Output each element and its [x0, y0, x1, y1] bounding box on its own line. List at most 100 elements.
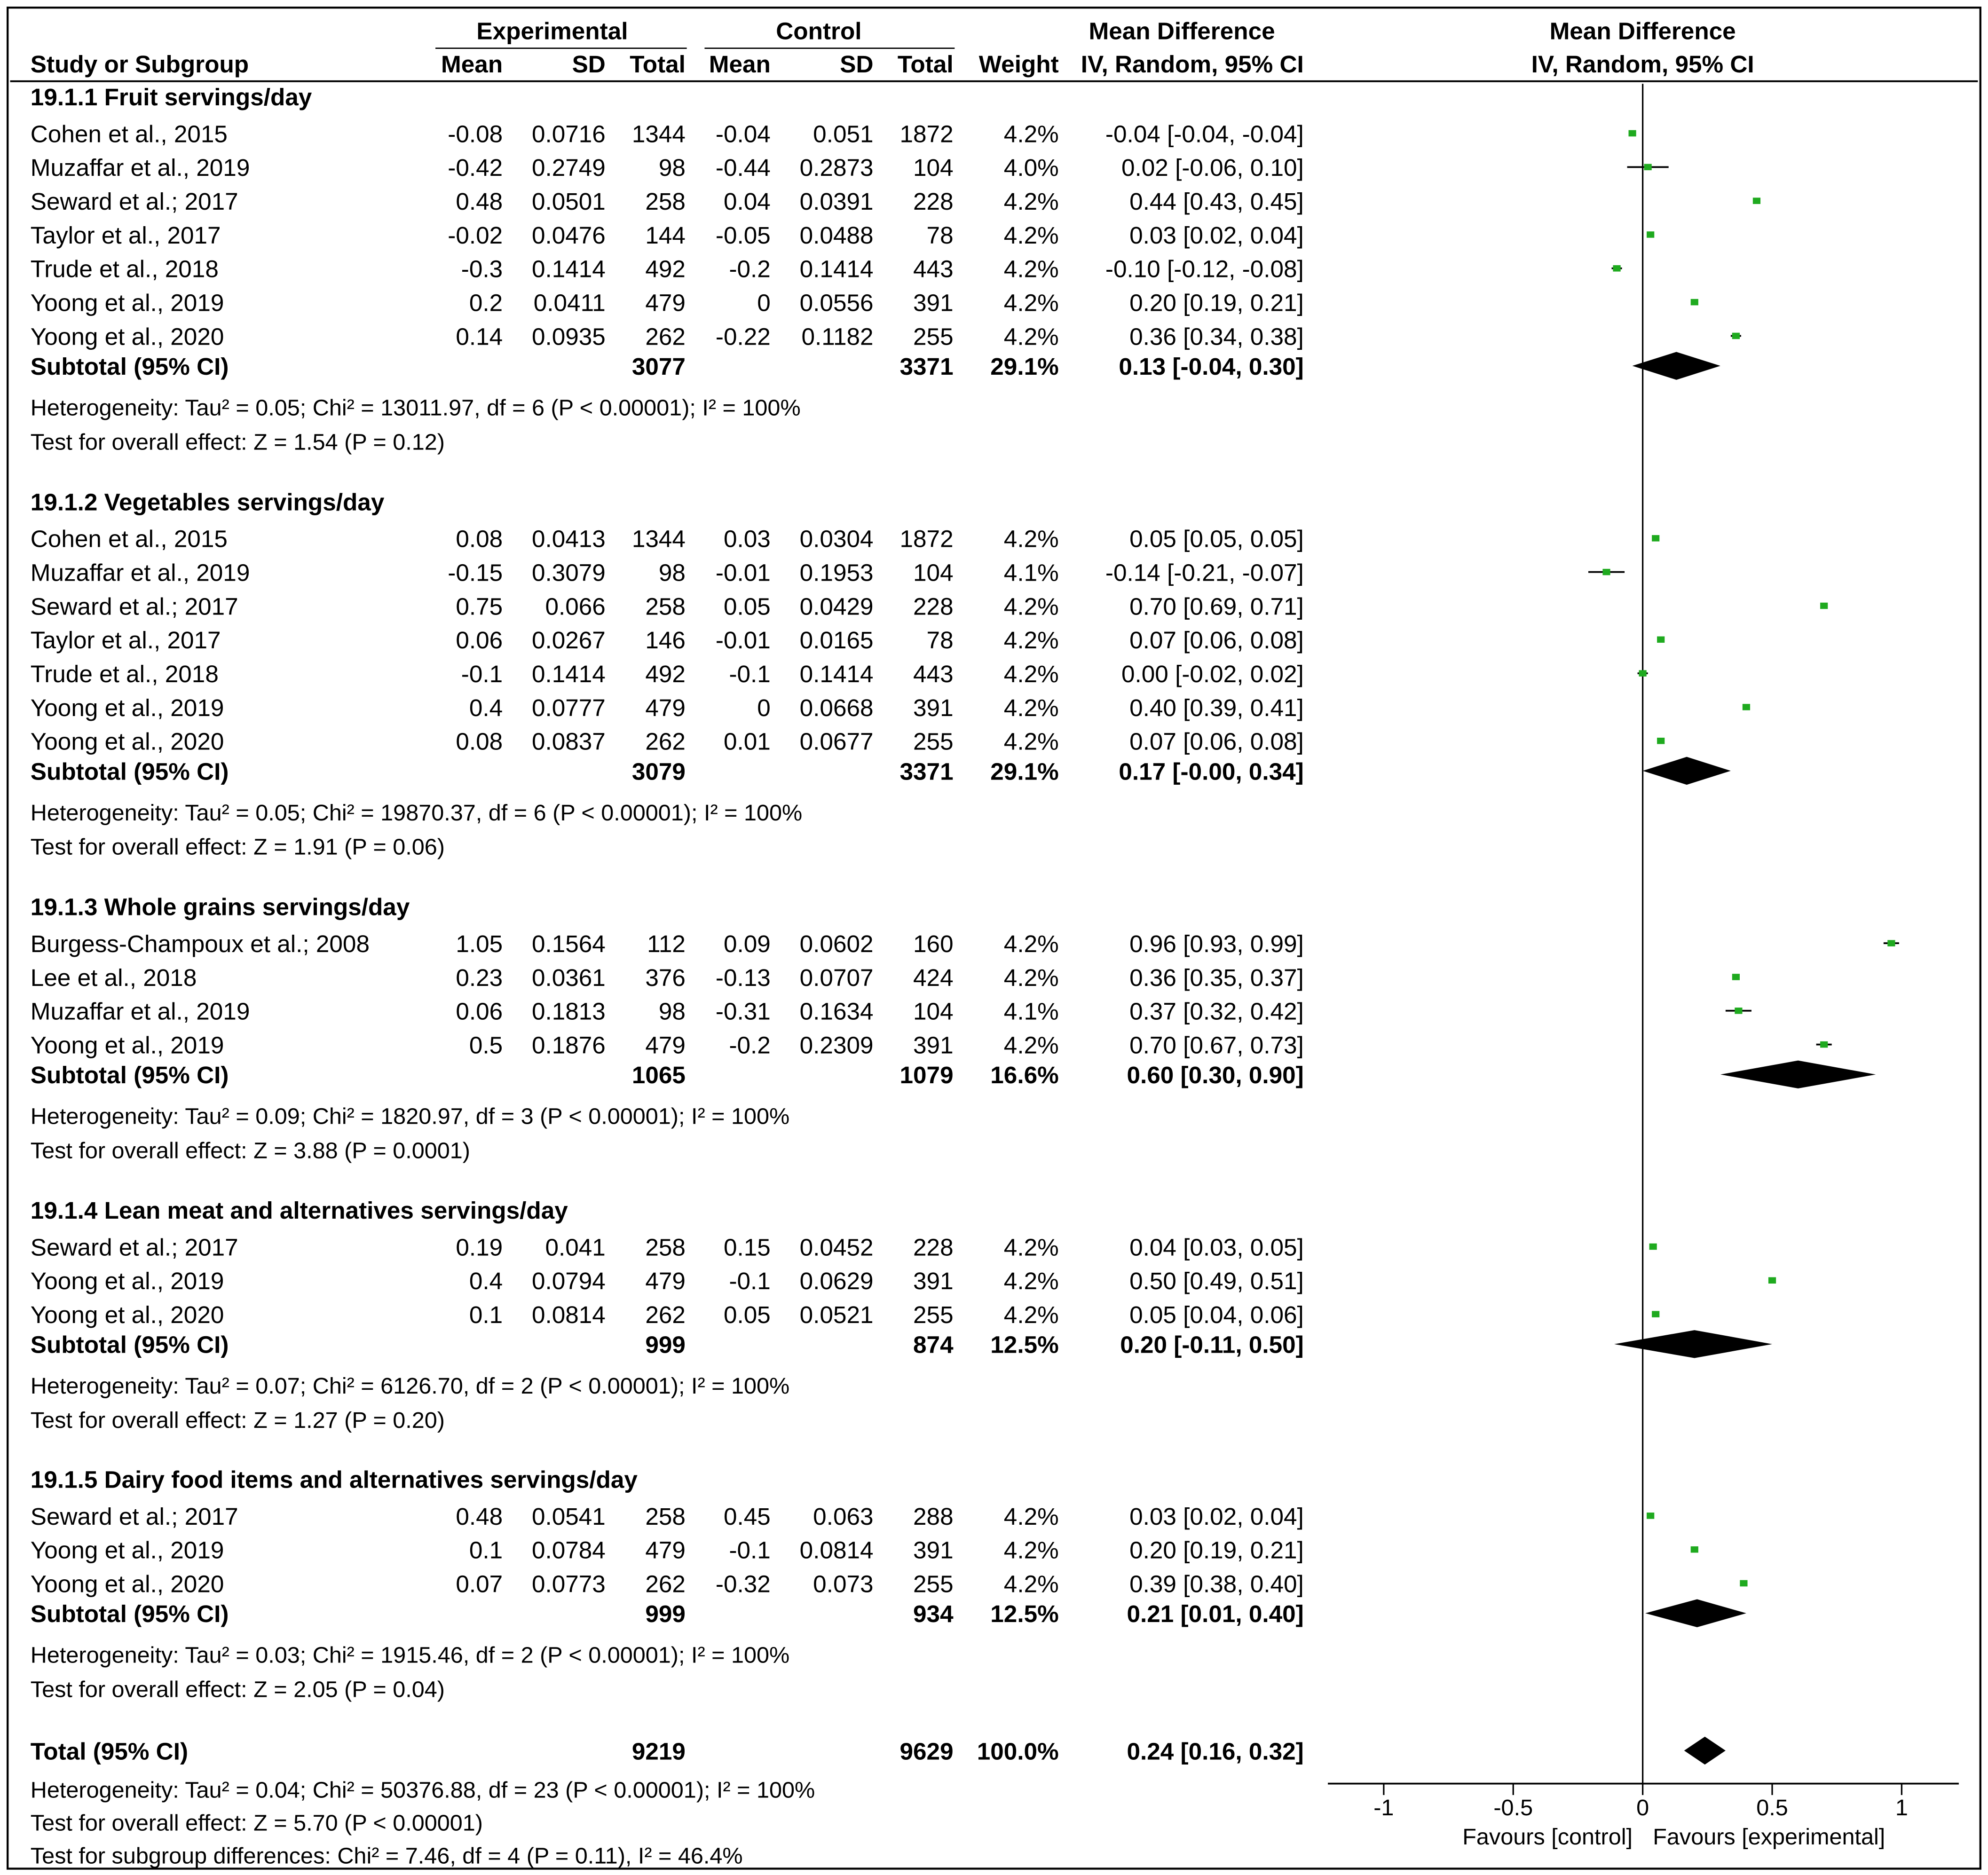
md-ci: 0.40 [0.39, 0.41]	[1129, 694, 1304, 721]
exp-total: 492	[645, 256, 686, 283]
exp-total: 262	[645, 1301, 686, 1328]
ctrl-total: 160	[913, 930, 954, 957]
ctrl-sd: 0.2309	[800, 1032, 874, 1059]
subtotal-weight: 29.1%	[990, 758, 1058, 785]
subtotal-ctrl-total: 3371	[900, 758, 954, 785]
weight: 4.2%	[1004, 661, 1059, 687]
exp-sd: 0.0413	[532, 526, 606, 552]
point-estimate	[1732, 974, 1740, 980]
exp-total: 262	[645, 728, 686, 755]
subtotal-row: Subtotal (95% CI) 3079 3371 29.1% 0.17 [-0.0…	[31, 758, 1304, 785]
ctrl-mean: -0.22	[716, 323, 771, 350]
ci-mark-g1-s1	[1628, 130, 1636, 137]
weight: 4.2%	[1004, 1537, 1059, 1564]
ctrl-mean: -0.31	[716, 998, 771, 1025]
md-ci: 0.50 [0.49, 0.51]	[1129, 1268, 1304, 1294]
subtotal-exp-total: 999	[645, 1331, 686, 1358]
ctrl-mean: -0.1	[729, 661, 770, 687]
overall-effect: Test for overall effect: Z = 1.91 (P = 0…	[31, 835, 445, 860]
favours-control-label: Favours [control]	[1462, 1824, 1633, 1850]
ci-mark-g1-s5	[1611, 265, 1622, 272]
table-row: Yoong et al., 2020 0.07 0.0773 262 -0.32 0.07…	[31, 1570, 1304, 1597]
exp-sd: 0.3079	[532, 559, 606, 586]
x-tick-label: -0.5	[1493, 1795, 1533, 1820]
weight: 4.0%	[1004, 154, 1059, 181]
subtotal-exp-total: 3079	[632, 758, 686, 785]
exp-sd: 0.0794	[532, 1268, 606, 1294]
subtotal-md-ci: 0.17 [-0.00, 0.34]	[1119, 758, 1303, 785]
subtotal-row: Subtotal (95% CI) 3077 3371 29.1% 0.13 [-0.0…	[31, 353, 1304, 380]
point-estimate	[1820, 602, 1828, 609]
weight: 4.2%	[1004, 526, 1059, 552]
table-row: Trude et al., 2018 -0.3 0.1414 492 -0.2 0.141…	[31, 256, 1304, 283]
study-name: Taylor et al., 2017	[31, 222, 221, 249]
table-rows: 19.1.1 Fruit servings/day Cohen et al., 2…	[31, 84, 1304, 1869]
exp-sd: 0.041	[545, 1234, 606, 1261]
exp-mean: 0.08	[456, 728, 503, 755]
subtotal-row: Subtotal (95% CI) 1065 1079 16.6% 0.60 [0.30…	[31, 1062, 1304, 1088]
table-row: Taylor et al., 2017 -0.02 0.0476 144 -0.05 0.…	[31, 222, 1304, 249]
point-estimate	[1732, 332, 1740, 339]
exp-mean: 0.1	[469, 1537, 503, 1564]
header-weight: Weight	[979, 51, 1059, 78]
weight: 4.2%	[1004, 222, 1059, 249]
point-estimate	[1820, 1041, 1828, 1048]
point-estimate	[1735, 1008, 1743, 1014]
exp-total: 479	[645, 1268, 686, 1294]
ctrl-sd: 0.0814	[800, 1537, 874, 1564]
ctrl-mean: -0.1	[729, 1268, 770, 1294]
weight: 4.2%	[1004, 627, 1059, 654]
md-ci: 0.03 [0.02, 0.04]	[1129, 222, 1304, 249]
md-ci: 0.20 [0.19, 0.21]	[1129, 290, 1304, 316]
ctrl-mean: 0	[757, 290, 771, 316]
ci-mark-g2-s1	[1652, 535, 1660, 542]
ctrl-mean: -0.01	[716, 559, 771, 586]
table-row: Cohen et al., 2015 0.08 0.0413 1344 0.03 0.03…	[31, 526, 1304, 552]
heterogeneity: Heterogeneity: Tau² = 0.05; Chi² = 19870…	[31, 800, 802, 826]
study-name: Yoong et al., 2019	[31, 1537, 224, 1564]
ctrl-sd: 0.0677	[800, 728, 874, 755]
ci-mark-g2-s3	[1820, 602, 1828, 609]
subtotal-label: Subtotal (95% CI)	[31, 1331, 229, 1358]
subtotal-weight: 29.1%	[990, 353, 1058, 380]
point-estimate	[1647, 231, 1655, 238]
point-estimate	[1690, 1546, 1698, 1553]
table-row: Seward et al.; 2017 0.48 0.0541 258 0.45 0.06…	[31, 1503, 1304, 1530]
md-ci: 0.70 [0.67, 0.73]	[1129, 1032, 1304, 1059]
exp-sd: 0.0476	[532, 222, 606, 249]
ci-mark-g2-s5	[1637, 670, 1648, 677]
ctrl-mean: -0.01	[716, 627, 771, 654]
exp-mean: 0.14	[456, 323, 503, 350]
exp-mean: 1.05	[456, 930, 503, 957]
exp-mean: 0.1	[469, 1301, 503, 1328]
study-name: Yoong et al., 2020	[31, 728, 224, 755]
weight: 4.2%	[1004, 930, 1059, 957]
overall-effect: Test for overall effect: Z = 1.27 (P = 0…	[31, 1408, 445, 1433]
exp-mean: 0.4	[469, 1268, 503, 1294]
table-row: Taylor et al., 2017 0.06 0.0267 146 -0.01 0.0…	[31, 627, 1304, 654]
exp-mean: -0.08	[448, 120, 503, 147]
md-ci: 0.05 [0.04, 0.06]	[1129, 1301, 1304, 1328]
ci-mark-g3-s3	[1725, 1008, 1751, 1014]
ci-mark-g1-s4	[1647, 231, 1655, 238]
ctrl-sd: 0.1953	[800, 559, 874, 586]
ctrl-sd: 0.0391	[800, 188, 874, 215]
subtotal-exp-total: 3077	[632, 353, 686, 380]
ctrl-mean: -0.44	[716, 154, 771, 181]
md-ci: 0.04 [0.03, 0.05]	[1129, 1234, 1304, 1261]
total-label: Total (95% CI)	[31, 1738, 188, 1765]
subtotal-label: Subtotal (95% CI)	[31, 353, 229, 380]
exp-mean: 0.07	[456, 1570, 503, 1597]
ctrl-total: 255	[913, 1570, 954, 1597]
subtotal-row: Subtotal (95% CI) 999 874 12.5% 0.20 [-0.11,…	[31, 1331, 1304, 1358]
subtotal-md-ci: 0.60 [0.30, 0.90]	[1127, 1062, 1303, 1088]
ci-mark-g2-s7	[1657, 738, 1665, 744]
x-tick-label: 0	[1636, 1795, 1649, 1820]
ci-mark-g3-s4	[1816, 1041, 1832, 1048]
ctrl-sd: 0.1414	[800, 661, 874, 687]
ctrl-total: 255	[913, 1301, 954, 1328]
diamond-subtotal-5	[1645, 1599, 1746, 1627]
exp-total: 376	[645, 964, 686, 991]
subtotal-ctrl-total: 1079	[900, 1062, 954, 1088]
